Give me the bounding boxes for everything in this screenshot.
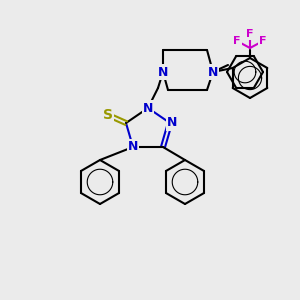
Text: F: F: [259, 36, 267, 46]
Text: N: N: [158, 65, 168, 79]
Text: N: N: [208, 65, 218, 79]
Text: F: F: [246, 29, 254, 39]
Text: N: N: [143, 101, 153, 115]
Text: N: N: [167, 116, 177, 130]
Text: N: N: [128, 140, 138, 154]
Text: F: F: [233, 36, 241, 46]
Text: S: S: [103, 108, 113, 122]
